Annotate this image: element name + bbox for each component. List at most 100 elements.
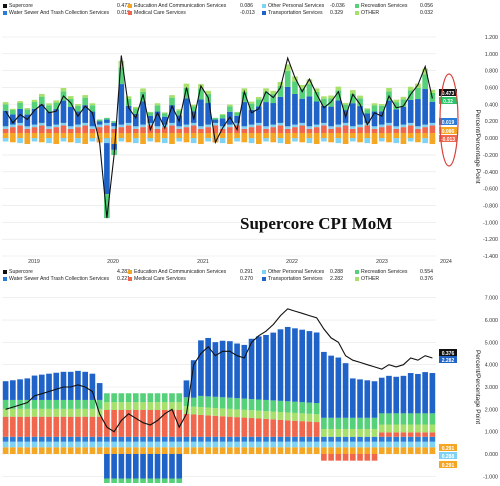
bar-segment bbox=[67, 128, 74, 134]
bar-segment bbox=[335, 357, 342, 418]
bar-segment bbox=[111, 402, 117, 410]
bar-segment bbox=[292, 328, 298, 402]
bar-segment bbox=[176, 126, 183, 129]
bar-segment bbox=[53, 102, 60, 110]
bar-segment bbox=[328, 133, 334, 139]
bar-segment bbox=[378, 133, 385, 139]
bar-segment bbox=[176, 109, 183, 111]
bar-segment bbox=[429, 133, 436, 139]
legend-item: Medical Care Services bbox=[128, 276, 186, 282]
bar-segment bbox=[371, 447, 378, 454]
bar-segment bbox=[38, 399, 45, 409]
bar-segment bbox=[53, 100, 60, 103]
bar-segment bbox=[169, 95, 175, 98]
bar-segment bbox=[386, 413, 392, 425]
bar-segment bbox=[38, 138, 45, 143]
bar-segment bbox=[321, 453, 327, 461]
bar-segment bbox=[89, 133, 96, 139]
legend-label: Other Personal Services bbox=[268, 269, 325, 275]
bar-segment bbox=[140, 402, 146, 410]
bar-segment bbox=[169, 393, 175, 403]
bar-segment bbox=[277, 133, 284, 139]
bar-segment bbox=[321, 428, 327, 437]
bar-segment bbox=[161, 113, 168, 117]
bar-segment bbox=[31, 408, 38, 417]
legend-swatch bbox=[128, 269, 132, 274]
bar-segment bbox=[234, 111, 240, 113]
bar-segment bbox=[263, 418, 269, 437]
bar-segment bbox=[2, 104, 9, 111]
bar-segment bbox=[147, 478, 154, 483]
bar-segment bbox=[46, 138, 52, 144]
bar-segment bbox=[17, 101, 23, 104]
bar-segment bbox=[111, 122, 117, 127]
bar-segment bbox=[255, 418, 262, 437]
legend-value: 2.282 bbox=[330, 276, 343, 282]
bar-segment bbox=[125, 447, 132, 454]
bar-segment bbox=[321, 133, 327, 139]
bar-segment bbox=[17, 133, 23, 139]
bar-segment bbox=[371, 103, 378, 106]
bar-segment bbox=[227, 106, 233, 112]
bar-segment bbox=[198, 99, 204, 127]
legend-item: Other Personal Services bbox=[262, 269, 324, 275]
bar-segment bbox=[393, 102, 400, 110]
bar-segment bbox=[386, 424, 392, 433]
bar-segment bbox=[378, 127, 385, 134]
bar-segment bbox=[227, 104, 233, 107]
bar-segment bbox=[284, 86, 291, 127]
bar-segment bbox=[82, 125, 89, 134]
bar-segment bbox=[125, 478, 132, 483]
bar-segment bbox=[306, 402, 313, 414]
bar-segment bbox=[176, 478, 183, 483]
bar-segment bbox=[270, 419, 277, 437]
bar-segment bbox=[161, 127, 168, 134]
bar-segment bbox=[82, 416, 89, 437]
bar-segment bbox=[31, 138, 38, 142]
bar-segment bbox=[335, 100, 342, 125]
bar-segment bbox=[400, 99, 407, 107]
bar-segment bbox=[328, 138, 334, 143]
bar-segment bbox=[190, 397, 197, 407]
bar-segment bbox=[75, 370, 81, 400]
bar-segment bbox=[24, 138, 31, 144]
bar-segment bbox=[2, 126, 9, 129]
bar-segment bbox=[154, 402, 161, 410]
bar-segment bbox=[161, 441, 168, 448]
end-label-box bbox=[439, 444, 457, 451]
bar-segment bbox=[2, 436, 9, 442]
bar-segment bbox=[364, 417, 371, 429]
bar-segment bbox=[263, 88, 269, 93]
bar-segment bbox=[277, 86, 284, 97]
bar-segment bbox=[10, 399, 16, 409]
y-tick-label: 0.600 bbox=[485, 86, 498, 92]
bar-segment bbox=[205, 407, 211, 416]
bar-segment bbox=[104, 409, 110, 437]
bar-segment bbox=[349, 436, 356, 442]
bar-segment bbox=[82, 436, 89, 442]
bar-segment bbox=[190, 447, 197, 454]
legend-label: Education And Communication Services bbox=[134, 269, 227, 275]
bar-segment bbox=[241, 409, 248, 418]
legend-value: 0.270 bbox=[240, 276, 253, 282]
bar-segment bbox=[407, 424, 414, 433]
bar-segment bbox=[24, 441, 31, 448]
bar-segment bbox=[357, 138, 363, 143]
legend-swatch bbox=[262, 3, 266, 8]
bar-segment bbox=[132, 478, 139, 483]
bar-segment bbox=[53, 133, 60, 139]
bar-segment bbox=[227, 111, 233, 125]
bar-segment bbox=[147, 409, 154, 437]
bar-segment bbox=[118, 127, 125, 134]
bar-segment bbox=[60, 138, 67, 142]
bar-segment bbox=[169, 133, 175, 139]
bar-segment bbox=[335, 447, 342, 454]
bar-segment bbox=[349, 133, 356, 139]
bar-segment bbox=[38, 436, 45, 442]
bar-segment bbox=[46, 126, 52, 129]
bar-segment bbox=[147, 436, 154, 442]
bar-segment bbox=[313, 101, 320, 125]
bar-segment bbox=[46, 133, 52, 139]
bar-segment bbox=[321, 351, 327, 418]
bar-segment bbox=[422, 127, 428, 134]
